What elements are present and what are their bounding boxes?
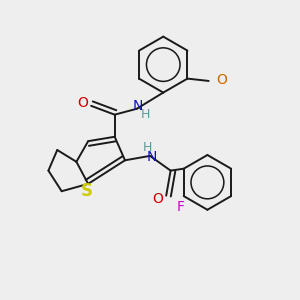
Text: H: H [142, 141, 152, 154]
Text: O: O [152, 192, 164, 206]
Text: N: N [146, 150, 157, 164]
Text: O: O [216, 74, 227, 87]
Text: F: F [177, 200, 185, 214]
Text: O: O [77, 96, 88, 110]
Text: H: H [140, 108, 150, 121]
Text: S: S [81, 182, 93, 200]
Text: N: N [133, 99, 143, 113]
